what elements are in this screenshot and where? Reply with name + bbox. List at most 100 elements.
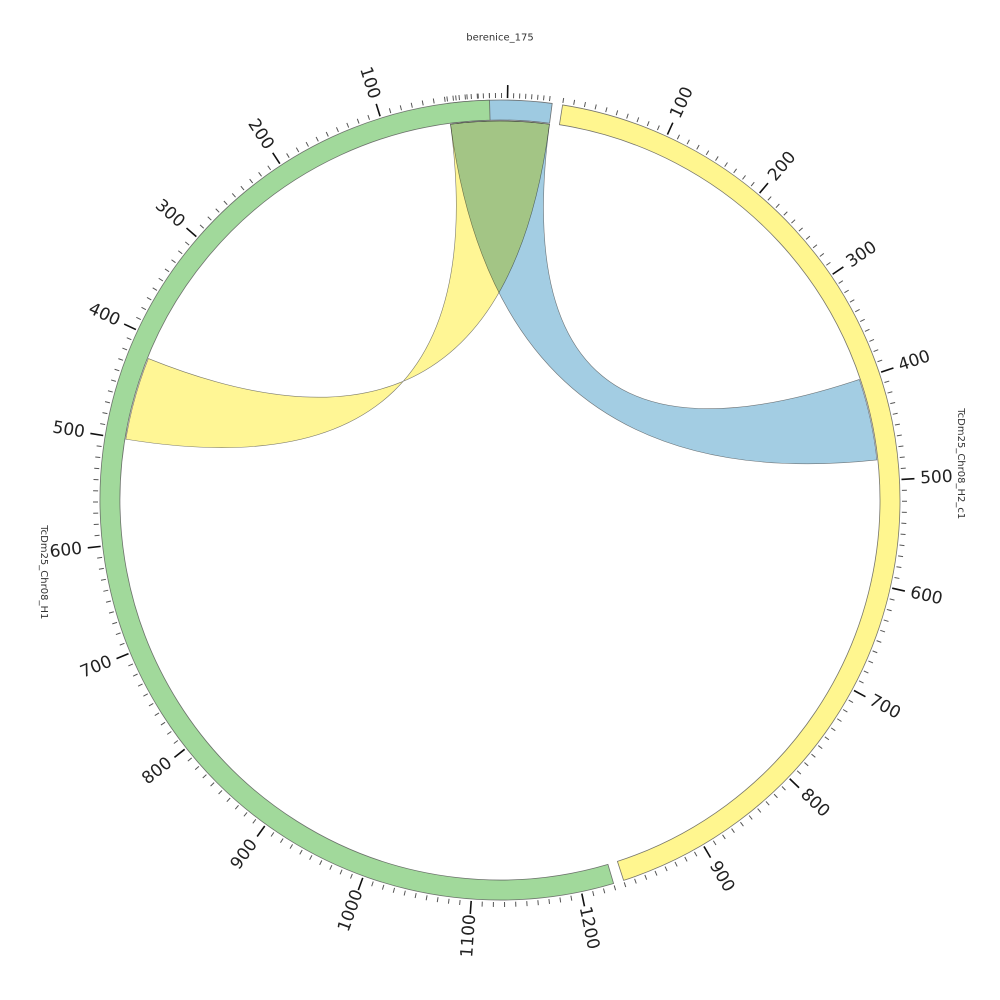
tick-label: 300 bbox=[151, 195, 189, 231]
minor-tick bbox=[100, 423, 106, 426]
minor-tick bbox=[315, 136, 319, 142]
tick-label: 1100 bbox=[457, 914, 480, 959]
minor-tick bbox=[583, 101, 586, 108]
minor-tick bbox=[899, 456, 905, 459]
major-tick bbox=[123, 323, 137, 331]
minor-tick bbox=[447, 898, 450, 904]
segment-TcDm25_Chr08_H1 bbox=[99, 99, 615, 901]
minor-tick bbox=[432, 98, 435, 104]
minor-tick bbox=[446, 96, 449, 102]
minor-tick bbox=[898, 555, 904, 558]
link-ribbon-1 bbox=[125, 120, 550, 448]
minor-tick bbox=[110, 379, 117, 382]
tick-label: 600 bbox=[908, 583, 944, 610]
tick-label: 900 bbox=[227, 835, 262, 873]
minor-tick bbox=[154, 712, 160, 717]
minor-tick bbox=[804, 762, 809, 767]
minor-tick bbox=[458, 95, 460, 101]
minor-tick bbox=[98, 567, 104, 570]
minor-tick bbox=[812, 244, 818, 249]
minor-tick bbox=[844, 289, 849, 294]
minor-tick bbox=[887, 391, 893, 394]
minor-tick bbox=[436, 897, 439, 903]
minor-tick bbox=[842, 709, 848, 713]
minor-tick bbox=[414, 893, 417, 899]
minor-tick bbox=[740, 821, 744, 827]
minor-tick bbox=[684, 856, 688, 862]
minor-tick bbox=[876, 640, 882, 643]
minor-tick bbox=[443, 96, 446, 102]
minor-tick bbox=[686, 139, 690, 145]
minor-tick bbox=[674, 861, 678, 867]
minor-tick bbox=[626, 113, 629, 119]
minor-tick bbox=[873, 349, 879, 352]
minor-tick bbox=[226, 797, 231, 803]
minor-tick bbox=[105, 600, 112, 603]
minor-tick bbox=[152, 287, 158, 291]
minor-tick bbox=[819, 253, 825, 257]
minor-tick bbox=[249, 178, 254, 184]
minor-tick bbox=[319, 860, 323, 866]
minor-tick bbox=[805, 235, 811, 240]
minor-tick bbox=[884, 380, 890, 384]
minor-tick bbox=[107, 390, 113, 393]
tick-label: 1000 bbox=[334, 887, 368, 934]
minor-tick bbox=[826, 261, 831, 266]
tick-label: 700 bbox=[77, 652, 115, 683]
minor-tick bbox=[892, 412, 898, 415]
minor-tick bbox=[231, 193, 236, 198]
minor-tick bbox=[605, 107, 608, 113]
minor-tick bbox=[817, 745, 823, 750]
minor-tick bbox=[339, 869, 343, 875]
minor-tick bbox=[166, 731, 172, 735]
minor-tick bbox=[102, 412, 108, 415]
tick-label: 600 bbox=[49, 539, 84, 563]
minor-tick bbox=[848, 699, 854, 703]
minor-tick bbox=[425, 895, 428, 901]
minor-tick bbox=[594, 104, 597, 110]
minor-tick bbox=[421, 100, 424, 106]
minor-tick bbox=[329, 864, 333, 870]
minor-tick bbox=[898, 445, 904, 448]
minor-tick bbox=[158, 277, 164, 282]
minor-tick bbox=[712, 840, 717, 846]
minor-tick bbox=[103, 589, 109, 592]
minor-tick bbox=[305, 141, 309, 147]
minor-tick bbox=[392, 887, 396, 893]
minor-tick bbox=[97, 556, 103, 559]
minor-tick bbox=[654, 870, 658, 876]
minor-tick bbox=[783, 211, 788, 216]
major-tick bbox=[666, 122, 674, 135]
minor-tick bbox=[864, 328, 870, 332]
minor-tick bbox=[570, 895, 573, 901]
minor-tick bbox=[141, 306, 147, 311]
minor-tick bbox=[863, 670, 869, 674]
minor-tick bbox=[218, 790, 223, 795]
tick-label: 200 bbox=[764, 147, 800, 185]
minor-tick bbox=[240, 185, 245, 191]
minor-tick bbox=[270, 832, 275, 837]
minor-tick bbox=[613, 885, 617, 891]
minor-tick bbox=[854, 308, 860, 313]
minor-tick bbox=[388, 108, 392, 114]
minor-tick bbox=[160, 721, 166, 726]
minor-tick bbox=[164, 268, 170, 273]
segment-TcDm25_Chr08_H2_c1 bbox=[558, 104, 901, 881]
minor-tick bbox=[452, 95, 454, 101]
minor-tick bbox=[95, 456, 101, 459]
minor-tick bbox=[715, 156, 719, 161]
minor-tick bbox=[122, 347, 128, 351]
minor-tick bbox=[838, 280, 844, 284]
major-tick bbox=[87, 545, 101, 549]
tick-label: 500 bbox=[51, 417, 86, 442]
minor-tick bbox=[356, 118, 360, 124]
minor-tick bbox=[118, 358, 124, 361]
minor-tick bbox=[267, 165, 272, 171]
minor-tick bbox=[872, 650, 878, 654]
minor-tick bbox=[748, 815, 753, 820]
tick-label: 1200 bbox=[575, 905, 603, 951]
minor-tick bbox=[543, 95, 545, 101]
minor-tick bbox=[399, 105, 402, 111]
